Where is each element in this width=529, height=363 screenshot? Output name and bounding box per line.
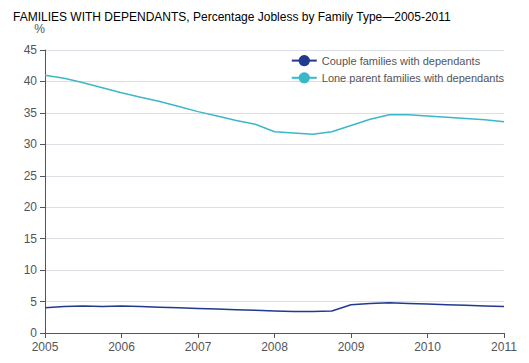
svg-text:15: 15	[24, 232, 38, 246]
svg-text:%: %	[34, 22, 45, 36]
svg-text:2008: 2008	[261, 340, 288, 354]
svg-text:2009: 2009	[338, 340, 365, 354]
svg-text:40: 40	[24, 74, 38, 88]
svg-text:5: 5	[30, 295, 37, 309]
svg-text:2006: 2006	[108, 340, 135, 354]
svg-text:35: 35	[24, 106, 38, 120]
svg-text:2010: 2010	[414, 340, 441, 354]
svg-text:2007: 2007	[185, 340, 212, 354]
svg-text:Couple families with dependant: Couple families with dependants	[322, 55, 481, 67]
svg-text:20: 20	[24, 200, 38, 214]
svg-text:45: 45	[24, 43, 38, 57]
svg-text:Lone parent families with depe: Lone parent families with dependants	[322, 72, 505, 84]
svg-text:10: 10	[24, 263, 38, 277]
svg-text:25: 25	[24, 169, 38, 183]
svg-text:2005: 2005	[32, 340, 59, 354]
svg-text:FAMILIES WITH DEPENDANTS, Perc: FAMILIES WITH DEPENDANTS, Percentage Job…	[13, 10, 451, 24]
svg-text:2011: 2011	[491, 340, 517, 354]
svg-text:30: 30	[24, 137, 38, 151]
svg-text:0: 0	[30, 326, 37, 340]
